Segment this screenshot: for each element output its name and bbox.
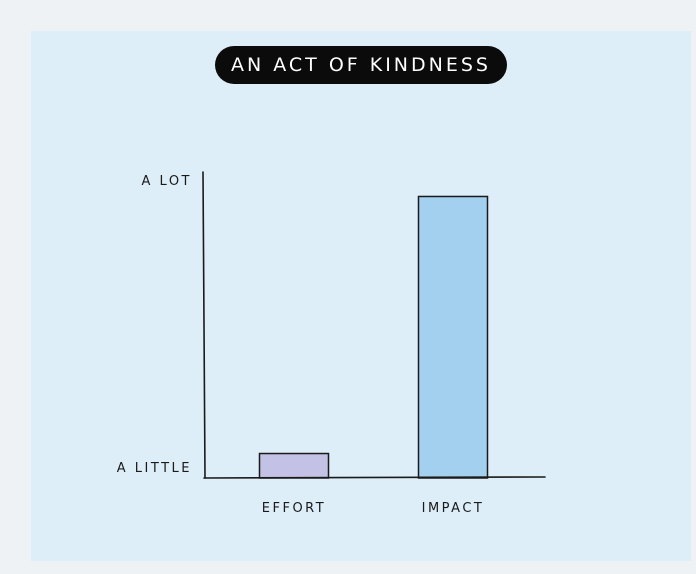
bar-effort [258,452,330,479]
x-tick-label-impact: IMPACT [422,501,485,516]
x-tick-labels: EFFORT IMPACT [262,501,485,516]
chart-title: AN ACT OF KINDNESS [215,46,507,84]
bars-layer [258,195,489,479]
y-tick-label-bottom: A LITTLE [117,461,192,476]
x-axis [203,476,546,479]
bar-impact [417,195,489,479]
y-tick-label-top: A LOT [142,174,192,189]
chart-panel [31,31,691,561]
y-axis [202,171,206,479]
x-tick-label-effort: EFFORT [262,501,326,516]
